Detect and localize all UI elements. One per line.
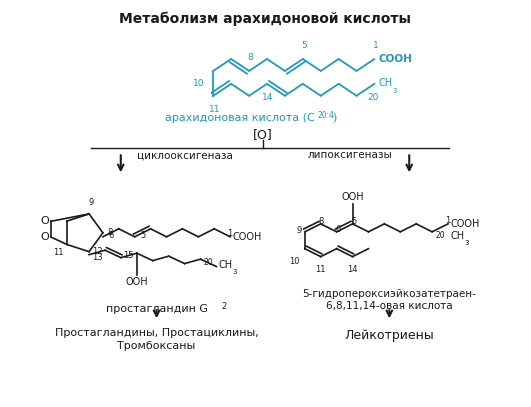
Text: циклооксигеназа: циклооксигеназа xyxy=(138,150,233,160)
Text: 12: 12 xyxy=(92,247,102,256)
Text: простагландин G: простагландин G xyxy=(106,304,208,314)
Text: Лейкотриены: Лейкотриены xyxy=(345,329,434,342)
Text: Метаболизм арахидоновой кислоты: Метаболизм арахидоновой кислоты xyxy=(119,11,411,26)
Text: OOH: OOH xyxy=(341,192,364,202)
Text: [O]: [O] xyxy=(253,129,273,142)
Text: CH: CH xyxy=(450,231,464,241)
Text: 5-гидропероксиэйкозатетраен-: 5-гидропероксиэйкозатетраен- xyxy=(303,289,476,300)
Text: 8: 8 xyxy=(318,217,323,226)
Text: 3: 3 xyxy=(392,88,397,94)
Text: 6,8,11,14-овая кислота: 6,8,11,14-овая кислота xyxy=(326,301,452,311)
Text: 20: 20 xyxy=(435,231,445,240)
Text: COOH: COOH xyxy=(232,232,262,242)
Text: 1: 1 xyxy=(446,216,451,225)
Text: 8: 8 xyxy=(108,228,113,237)
Text: 10: 10 xyxy=(289,257,300,266)
Text: 15: 15 xyxy=(123,251,134,260)
Text: 10: 10 xyxy=(193,79,204,88)
Text: 14: 14 xyxy=(262,93,273,102)
Text: Тромбоксаны: Тромбоксаны xyxy=(117,341,196,351)
Text: ): ) xyxy=(332,113,336,123)
Text: 6: 6 xyxy=(335,225,340,234)
Text: 11: 11 xyxy=(54,248,64,258)
Text: 14: 14 xyxy=(347,265,358,274)
Text: 9: 9 xyxy=(89,198,94,207)
Text: 3: 3 xyxy=(233,269,237,275)
Text: 9: 9 xyxy=(296,226,302,235)
Text: 11: 11 xyxy=(209,105,220,114)
Text: 11: 11 xyxy=(315,265,326,274)
Text: липоксигеназы: липоксигеназы xyxy=(307,150,392,160)
Text: COOH: COOH xyxy=(379,54,412,64)
Text: 13: 13 xyxy=(92,253,102,262)
Text: 20: 20 xyxy=(368,93,379,102)
Text: 20:4: 20:4 xyxy=(318,111,335,120)
Text: OOH: OOH xyxy=(125,277,148,287)
Text: O: O xyxy=(41,232,49,242)
Text: CH: CH xyxy=(218,260,233,269)
Text: Простагландины, Простациклины,: Простагландины, Простациклины, xyxy=(55,328,259,338)
Text: 8: 8 xyxy=(247,53,253,62)
Text: 2: 2 xyxy=(221,302,227,311)
Text: 3: 3 xyxy=(464,240,468,246)
Text: 20: 20 xyxy=(204,258,213,267)
Text: 1: 1 xyxy=(228,229,233,238)
Text: CH: CH xyxy=(379,78,392,88)
Text: 5: 5 xyxy=(140,231,145,240)
Text: 5: 5 xyxy=(351,217,356,226)
Text: 6: 6 xyxy=(108,231,114,240)
Text: COOH: COOH xyxy=(450,219,479,229)
Text: 1: 1 xyxy=(373,41,378,50)
Text: O: O xyxy=(41,216,49,226)
Text: 5: 5 xyxy=(301,41,307,50)
Text: арахидоновая кислота (С: арахидоновая кислота (С xyxy=(165,113,315,123)
